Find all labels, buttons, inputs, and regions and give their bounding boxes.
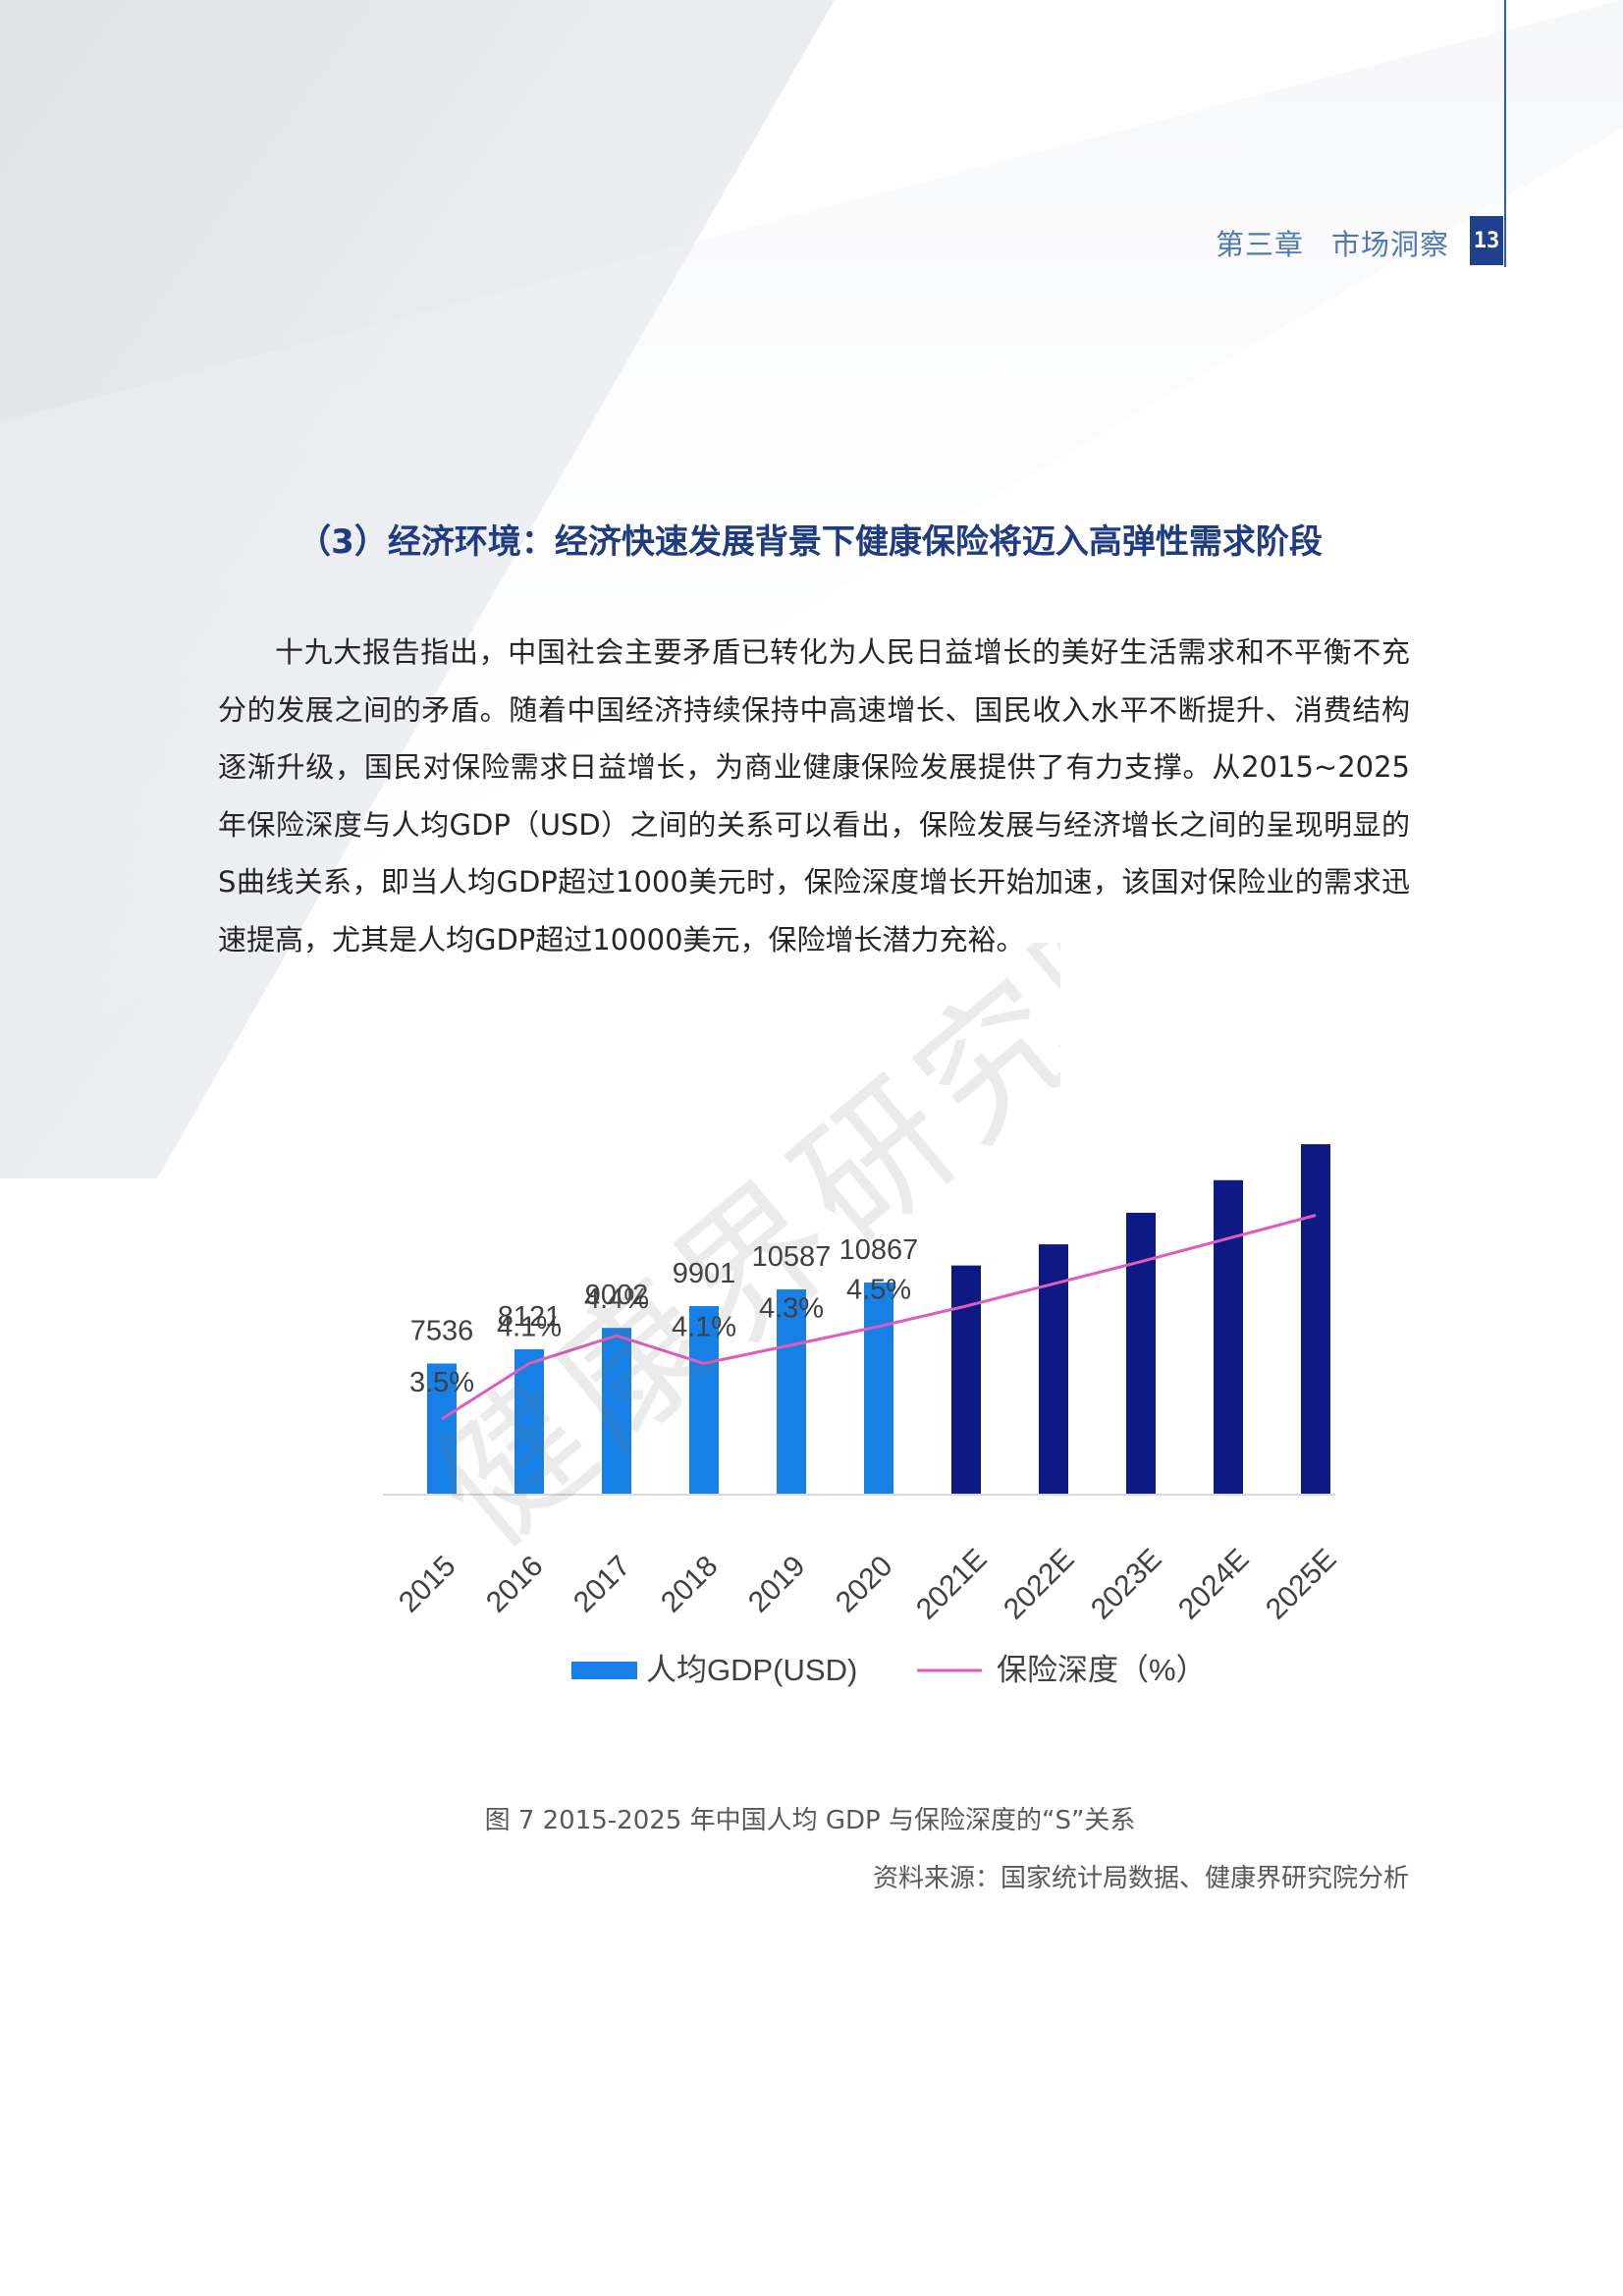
gdp-label-2016: 8121	[498, 1301, 562, 1333]
gdp-label-2017: 9002	[585, 1280, 649, 1311]
legend-bar-swatch	[571, 1662, 637, 1679]
bar-2018	[689, 1305, 719, 1495]
x-tick-2024E: 2024E	[1172, 1543, 1256, 1626]
depth-label-2015: 3.5%	[409, 1367, 474, 1398]
gdp-label-2018: 9901	[673, 1258, 736, 1289]
figure-caption: 图 7 2015-2025 年中国人均 GDP 与保险深度的“S”关系	[484, 1806, 1136, 1835]
x-tick-2018: 2018	[655, 1550, 725, 1619]
depth-label-2018: 4.1%	[672, 1311, 736, 1342]
bar-2017	[602, 1328, 631, 1495]
insurance-depth-line	[441, 1214, 1317, 1421]
x-tick-2025E: 2025E	[1260, 1543, 1343, 1626]
bar-2015	[427, 1363, 457, 1495]
depth-label-2016: 4.1%	[497, 1311, 562, 1342]
x-tick-2022E: 2022E	[998, 1543, 1081, 1626]
x-tick-2023E: 2023E	[1085, 1543, 1168, 1626]
x-tick-2017: 2017	[568, 1550, 637, 1619]
x-tick-2020: 2020	[830, 1550, 899, 1619]
legend-bar-label: 人均GDP(USD)	[646, 1653, 857, 1687]
bar-2019	[777, 1288, 806, 1495]
depth-label-2019: 4.3%	[759, 1293, 824, 1325]
gdp-label-2019: 10587	[752, 1241, 832, 1273]
line-layer	[441, 1214, 1317, 1421]
background-decoration	[0, 0, 1623, 1178]
section-heading: （3）经济环境：经济快速发展背景下健康保险将迈入高弹性需求阶段	[298, 522, 1323, 562]
bar-2025E	[1301, 1144, 1330, 1495]
depth-label-2017: 4.4%	[584, 1284, 649, 1315]
legend: 人均GDP(USD) 保险深度（%）	[571, 1653, 1207, 1687]
bars-layer	[427, 1144, 1330, 1495]
page-number: 13	[1470, 216, 1503, 265]
bar-2021E	[951, 1265, 981, 1495]
legend-line-label: 保险深度（%）	[997, 1653, 1207, 1687]
body-paragraph: 十九大报告指出，中国社会主要矛盾已转化为人民日益增长的美好生活需求和不平衡不充分…	[218, 635, 1410, 957]
gdp-label-2015: 7536	[410, 1315, 474, 1346]
chapter-title: 市场洞察	[1330, 228, 1449, 261]
bar-2020	[864, 1283, 893, 1495]
x-tick-2016: 2016	[480, 1550, 550, 1619]
data-source: 资料来源：国家统计局数据、健康界研究院分析	[872, 1864, 1409, 1893]
gdp-insurance-chart: 75363.5%81214.1%90024.4%99014.1%105874.3…	[383, 1144, 1343, 1687]
ticks-layer: 2015 2016 2017 2018 2019 2020 2021E 2022E 2023E 2…	[393, 1543, 1343, 1626]
side-rule	[1504, 0, 1506, 267]
x-tick-2019: 2019	[742, 1550, 812, 1619]
depth-label-2020: 4.5%	[846, 1275, 911, 1306]
bar-2023E	[1126, 1212, 1156, 1495]
gdp-label-2020: 10867	[839, 1234, 919, 1266]
x-tick-2021E: 2021E	[910, 1543, 994, 1626]
chapter-number: 第三章	[1215, 228, 1304, 261]
labels-layer: 75363.5%81214.1%90024.4%99014.1%105874.3…	[409, 1234, 918, 1398]
bar-2016	[514, 1349, 544, 1495]
x-tick-2015: 2015	[393, 1550, 462, 1619]
bar-2024E	[1214, 1179, 1243, 1495]
chapter-header: 第三章 市场洞察	[1159, 222, 1449, 263]
